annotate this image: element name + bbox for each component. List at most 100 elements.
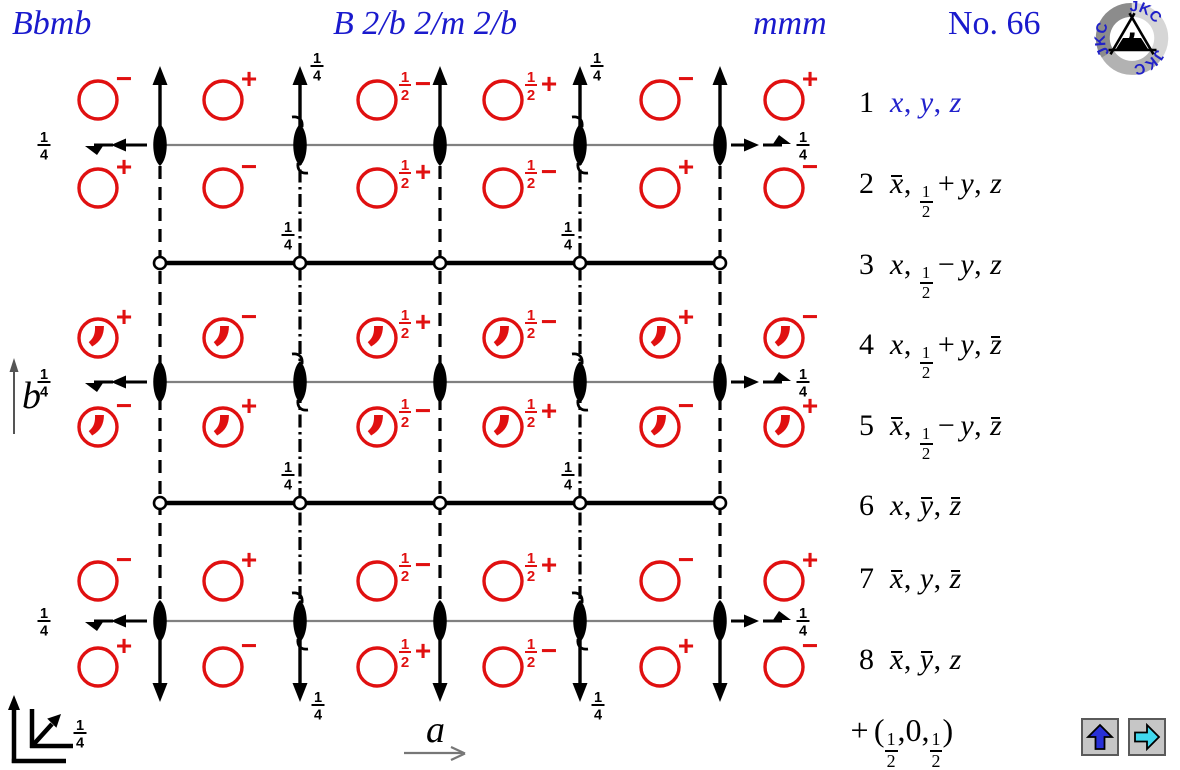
separator: , xyxy=(921,712,930,748)
axis-arrow-up-head xyxy=(572,66,588,85)
position-entry: 5 x, 1 2− y, z xyxy=(848,409,1002,463)
a-axis-label: a xyxy=(426,709,445,751)
lens-hook xyxy=(296,162,309,175)
node-circle xyxy=(572,495,588,511)
separator: , xyxy=(903,562,920,595)
height-sign-fraction: 1 xyxy=(401,636,409,653)
height-sign-fraction: 1 xyxy=(527,636,535,653)
height-sign-fraction: 2 xyxy=(401,414,409,431)
separator: , xyxy=(933,489,950,522)
full-arrow-left xyxy=(111,375,126,389)
height-sign: − xyxy=(678,63,694,94)
logo-ring xyxy=(1095,3,1169,75)
height-sign: + xyxy=(116,630,132,661)
quarter-height-label: 1 xyxy=(564,460,572,476)
position-entry-coordinates: x, y, z xyxy=(890,643,962,676)
separator: , xyxy=(903,248,920,281)
height-sign: + xyxy=(415,635,431,666)
full-arrow-right xyxy=(744,614,759,628)
twofold-lens xyxy=(713,361,727,403)
position-circle xyxy=(763,560,805,602)
height-sign: − xyxy=(802,151,818,182)
height-sign: + xyxy=(678,151,694,182)
separator: , xyxy=(903,86,920,119)
coordinate-variable: y xyxy=(960,248,975,281)
height-sign: − xyxy=(802,630,818,661)
position-circle xyxy=(639,79,681,121)
quarter-height-label: 1 xyxy=(799,130,807,146)
position-circle xyxy=(639,646,681,688)
separator: , xyxy=(903,328,920,361)
height-sign-fraction: 1 xyxy=(527,307,535,324)
separator: , xyxy=(933,86,950,119)
quarter-height-label: 4 xyxy=(40,148,48,164)
quarter-height-label: 4 xyxy=(40,624,48,640)
twofold-lens xyxy=(433,600,447,642)
coordinate-variable: x xyxy=(890,489,904,522)
position-entry-coordinates: x, y, z xyxy=(890,562,962,595)
axis-arrow-up-head xyxy=(152,66,168,85)
height-sign-fraction: 2 xyxy=(401,568,409,585)
twofold-lens xyxy=(713,600,727,642)
node-circle xyxy=(152,255,168,271)
node-circle xyxy=(432,255,448,271)
lens-hook xyxy=(576,162,589,175)
coordinate-variable: y xyxy=(919,562,934,595)
separator: , xyxy=(974,167,991,200)
separator: , xyxy=(903,489,920,522)
quarter-height-label: 4 xyxy=(593,69,601,85)
quarter-height-label: 4 xyxy=(594,708,602,724)
separator: , xyxy=(903,409,920,442)
node-circle xyxy=(572,255,588,271)
twofold-screw-lens xyxy=(293,361,307,403)
quarter-height-label: 4 xyxy=(284,478,292,494)
separator: , xyxy=(933,643,950,676)
height-sign: − xyxy=(116,390,132,421)
half-arrow-left xyxy=(85,622,103,631)
position-entry: 3 x, 1 2− y, z xyxy=(848,248,1002,302)
twofold-screw-lens xyxy=(573,361,587,403)
comma-glyph: , xyxy=(367,277,389,352)
lens-hook xyxy=(576,399,589,412)
full-arrow-left xyxy=(111,138,126,152)
height-sign-fraction: 2 xyxy=(401,654,409,671)
position-entry: 4 x, 1 2 + y, z xyxy=(848,328,1002,382)
position-entry-coordinates: x, y, z xyxy=(890,86,962,119)
lens-hook xyxy=(291,352,304,365)
quarter-height-label: 4 xyxy=(314,708,322,724)
height-sign-fraction: 2 xyxy=(527,654,535,671)
height-sign: + xyxy=(802,544,818,575)
operator: + xyxy=(937,328,956,361)
node-circle xyxy=(712,255,728,271)
full-arrow-right xyxy=(744,138,759,152)
logo-eye-symbol: , xyxy=(1108,7,1157,58)
position-entry: 2 x, 1 2 + y, z xyxy=(848,167,1002,221)
quarter-height-label: 1 xyxy=(40,606,48,622)
height-sign-fraction: 2 xyxy=(401,325,409,342)
height-sign: + xyxy=(541,549,557,580)
quarter-height-label: 1 xyxy=(284,220,292,236)
half-arrow-left xyxy=(85,383,103,392)
comma-glyph: , xyxy=(213,277,235,352)
position-circle-comma xyxy=(482,406,524,448)
origin-axes-icon xyxy=(8,695,73,764)
position-entry-coordinates: x, 1 2 + y, z xyxy=(890,328,1002,381)
nav-next-button[interactable] xyxy=(1128,718,1166,756)
twofold-screw-lens xyxy=(573,124,587,166)
position-circle-comma xyxy=(77,406,119,448)
height-sign: + xyxy=(116,151,132,182)
position-entry-number: 2 xyxy=(859,167,874,200)
separator: ) xyxy=(942,712,954,748)
height-sign-fraction: 1 xyxy=(401,307,409,324)
quarter-height-label: 1 xyxy=(799,606,807,622)
nav-up-button[interactable] xyxy=(1081,718,1119,756)
a-axis: a xyxy=(404,709,466,761)
quarter-height-label: 4 xyxy=(76,736,84,752)
up-arrow-icon xyxy=(1086,723,1114,750)
twofold-screw-lens xyxy=(293,600,307,642)
position-circle-comma xyxy=(763,317,805,359)
space-group-symbol-full: B 2/b 2/m 2/b xyxy=(333,5,518,42)
